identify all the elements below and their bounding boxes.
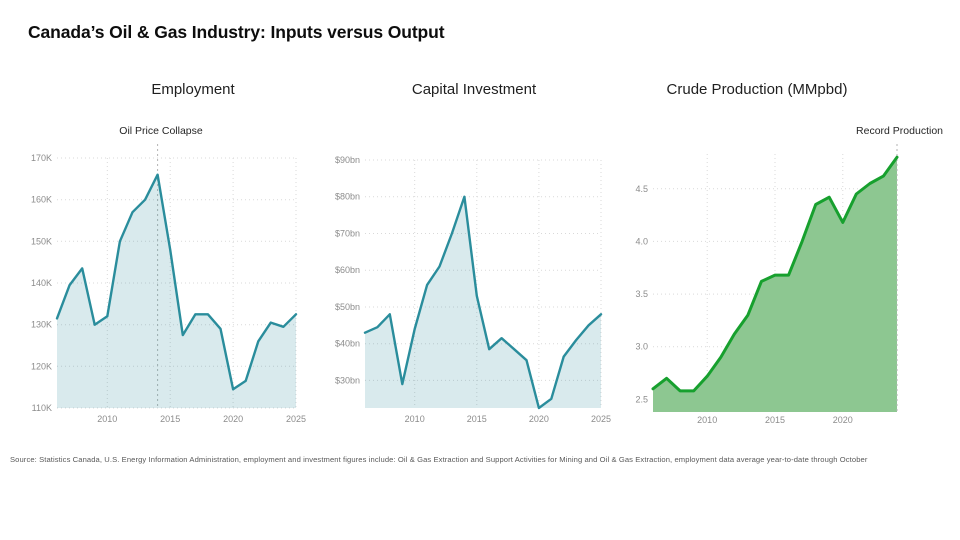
y-tick-label: $80bn [335, 192, 360, 202]
x-tick-label: 2010 [405, 414, 425, 424]
chart-title-crude-production: Crude Production (MMpbd) [666, 81, 848, 98]
y-tick-label: 170K [31, 153, 52, 163]
x-tick-label: 2015 [160, 414, 180, 424]
y-tick-label: 4.0 [635, 236, 648, 246]
chart-title-capital-investment: Capital Investment [411, 81, 537, 98]
y-tick-label: $50bn [335, 302, 360, 312]
y-tick-label: 2.5 [635, 394, 648, 404]
source-note: Source: Statistics Canada, U.S. Energy I… [10, 455, 868, 464]
y-tick-label: 130K [31, 320, 52, 330]
y-tick-label: 3.0 [635, 342, 648, 352]
y-tick-label: 160K [31, 195, 52, 205]
y-tick-label: 150K [31, 236, 52, 246]
x-tick-label: 2015 [467, 414, 487, 424]
x-tick-label: 2015 [765, 415, 785, 425]
chart-title-employment: Employment [151, 81, 235, 98]
x-tick-label: 2010 [697, 415, 717, 425]
area-fill [57, 174, 296, 408]
data-line [363, 195, 603, 410]
page-title: Canada’s Oil & Gas Industry: Inputs vers… [28, 22, 445, 42]
x-tick-label: 2020 [833, 415, 853, 425]
capital-investment-chart: $30bn $40bn $50bn $60bn $70bn $80bn $90bn 2010 2… [335, 155, 611, 424]
x-tick-label: 2020 [223, 414, 243, 424]
x-tick-label: 2025 [286, 414, 306, 424]
y-tick-label: $90bn [335, 155, 360, 165]
y-tick-label: $30bn [335, 375, 360, 385]
y-tick-label: $40bn [335, 339, 360, 349]
crude-production-chart: 2.5 3.0 3.5 4.0 4.5 2010 2015 2020 [635, 144, 899, 425]
x-tick-label: 2010 [97, 414, 117, 424]
x-tick-label: 2020 [529, 414, 549, 424]
data-line [651, 155, 899, 393]
y-tick-label: 4.5 [635, 184, 648, 194]
annotation-oil-price-collapse: Oil Price Collapse [119, 125, 203, 137]
data-line [55, 173, 298, 391]
y-tick-label: 3.5 [635, 289, 648, 299]
employment-chart: 110K 120K 130K 140K 150K 160K 170K 2010 2015 2020… [31, 144, 306, 424]
area-fill [653, 157, 897, 412]
annotation-record-production: Record Production [856, 125, 943, 137]
y-tick-label: 110K [32, 403, 52, 413]
area-fill [365, 196, 601, 408]
y-tick-label: 140K [31, 278, 52, 288]
x-tick-label: 2025 [591, 414, 611, 424]
y-tick-label: $60bn [335, 265, 360, 275]
y-tick-label: 120K [31, 361, 52, 371]
y-tick-label: $70bn [335, 229, 360, 239]
